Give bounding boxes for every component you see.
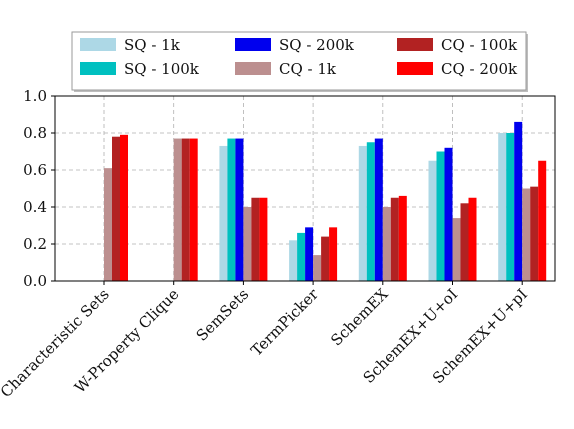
bar — [538, 160, 547, 281]
y-tick-label: 0.6 — [23, 161, 47, 179]
legend-label: CQ - 200k — [441, 60, 518, 78]
bar — [219, 145, 228, 281]
bar — [305, 227, 314, 281]
bar — [398, 195, 407, 281]
bar — [181, 138, 190, 281]
bar — [498, 133, 507, 281]
bar — [313, 255, 322, 281]
bar — [436, 151, 445, 281]
plot-frame — [54, 95, 556, 282]
y-tick-label: 0.2 — [23, 235, 47, 253]
bar — [374, 138, 383, 281]
bar — [235, 138, 244, 281]
legend-swatch — [397, 38, 433, 51]
y-tick-label: 1.0 — [23, 87, 47, 105]
bar — [428, 160, 437, 281]
bar — [382, 207, 391, 281]
bar — [468, 197, 477, 281]
bar — [506, 133, 515, 281]
x-tick-label: SchemEX — [327, 285, 392, 350]
x-tick-label: TermPicker — [247, 285, 322, 360]
legend-swatch — [235, 62, 271, 75]
legend-swatch — [80, 62, 116, 75]
bar — [259, 197, 268, 281]
legend-swatch — [80, 38, 116, 51]
legend-label: SQ - 1k — [124, 36, 181, 54]
y-tick-label: 0.4 — [23, 198, 47, 216]
bar — [358, 145, 367, 281]
x-tick-label: SemSets — [193, 285, 253, 345]
legend-label: SQ - 100k — [124, 60, 200, 78]
bar — [522, 188, 531, 281]
legend-label: SQ - 200k — [279, 36, 355, 54]
bar — [243, 207, 252, 281]
bar — [366, 142, 375, 281]
bar — [173, 138, 182, 281]
bar — [227, 138, 236, 281]
y-axis: 0.0 0.2 0.4 0.6 0.8 1.0 — [23, 87, 55, 290]
legend-swatch — [235, 38, 271, 51]
bars — [104, 121, 547, 282]
legend: SQ - 1k SQ - 100k SQ - 200k CQ - 1k CQ - 100… — [71, 31, 528, 92]
legend-label: CQ - 100k — [441, 36, 518, 54]
bar — [189, 138, 198, 281]
bar — [297, 232, 306, 281]
bar — [329, 227, 338, 281]
bar — [452, 218, 461, 281]
legend-label: CQ - 1k — [279, 60, 337, 78]
bar — [112, 136, 120, 281]
legend-swatch — [397, 62, 433, 75]
bar — [530, 186, 539, 281]
bar — [514, 121, 523, 282]
bar — [321, 236, 330, 281]
y-tick-label: 0.8 — [23, 124, 47, 142]
bar — [289, 240, 298, 281]
bar — [251, 197, 260, 281]
bar — [390, 197, 399, 281]
bar — [120, 134, 128, 281]
y-tick-label: 0.0 — [23, 272, 47, 290]
bar — [444, 147, 453, 281]
bar — [104, 168, 112, 281]
bar — [460, 203, 469, 281]
legend-box — [71, 31, 527, 91]
